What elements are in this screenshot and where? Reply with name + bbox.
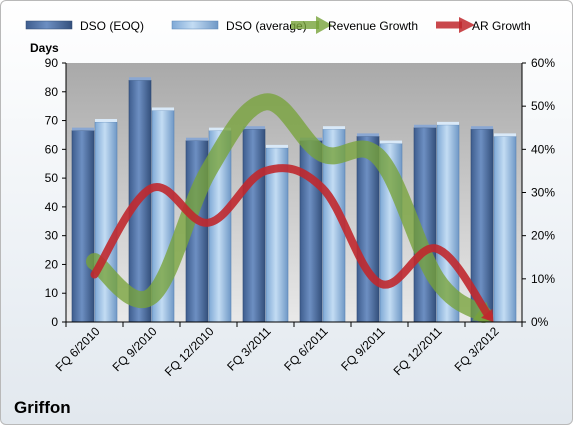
bar-top-dso-average-3 [266, 144, 288, 148]
bar-dso-eoq-4 [299, 140, 323, 323]
bar-top-dso-eoq-6 [414, 124, 436, 128]
x-tick-label-0: FQ 6/2010 [53, 324, 103, 374]
legend-label-revenue-growth: Revenue Growth [328, 19, 418, 33]
bar-top-dso-average-2 [209, 127, 231, 131]
y2-tick-label-6: 60% [531, 56, 555, 70]
legend-item-dso-average: DSO (average) [171, 19, 307, 33]
bar-top-dso-eoq-0 [72, 127, 94, 131]
y-tick-label-1: 10 [45, 286, 59, 300]
x-tick-label-4: FQ 6/2011 [281, 324, 331, 374]
bar-dso-eoq-3 [242, 128, 266, 323]
y-tick-label-8: 80 [45, 85, 59, 99]
y-tick-label-4: 40 [45, 200, 59, 214]
y-axis-title: Days [30, 41, 59, 55]
y2-tick-label-1: 10% [531, 272, 555, 286]
legend-label-dso-eoq: DSO (EOQ) [80, 19, 144, 33]
y2-tick-label-2: 20% [531, 229, 555, 243]
line-marks [86, 93, 494, 323]
bar-top-dso-average-5 [380, 140, 402, 144]
y-tick-label-6: 60 [45, 142, 59, 156]
y-tick-label-3: 30 [45, 229, 59, 243]
legend-label-ar-growth: AR Growth [472, 19, 531, 33]
bar-dso-eoq-0 [71, 130, 95, 323]
bar-top-dso-average-6 [437, 121, 459, 125]
x-tick-label-6: FQ 12/2011 [391, 324, 445, 378]
bar-top-dso-eoq-5 [357, 133, 379, 137]
x-tick-label-3: FQ 3/2011 [224, 324, 274, 374]
y2-tick-label-4: 40% [531, 142, 555, 156]
bar-dso-average-3 [265, 147, 289, 323]
y2-tick-label-5: 50% [531, 99, 555, 113]
y-tick-label-5: 50 [45, 171, 59, 185]
y-tick-label-0: 0 [51, 315, 58, 329]
bar-top-dso-eoq-7 [471, 126, 493, 130]
x-tick-label-7: FQ 3/2012 [452, 324, 502, 374]
bar-dso-average-7 [493, 136, 517, 323]
x-tick-label-2: FQ 12/2010 [162, 324, 217, 379]
bar-top-dso-eoq-1 [129, 77, 151, 81]
line-revenue-growth [86, 93, 492, 323]
legend: DSO (EOQ) DSO (average) Revenue Growth A… [25, 16, 531, 34]
legend-item-dso-eoq: DSO (EOQ) [25, 19, 144, 33]
x-tick-label-1: FQ 9/2010 [110, 324, 160, 374]
line-ar-growth [90, 164, 493, 320]
x-tick-label-5: FQ 9/2011 [338, 324, 388, 374]
y-tick-label-2: 20 [45, 257, 59, 271]
y2-tick-label-3: 30% [531, 186, 555, 200]
bar-top-dso-average-4 [323, 126, 345, 130]
y-tick-label-9: 90 [45, 56, 59, 70]
bar-top-dso-eoq-2 [186, 137, 208, 141]
company-name: Griffon [14, 398, 71, 417]
legend-item-ar-growth: AR Growth [436, 17, 531, 33]
y2-tick-label-0: 0% [531, 315, 549, 329]
bar-top-dso-average-1 [152, 107, 174, 111]
bar-top-dso-average-7 [494, 133, 516, 137]
bar-top-dso-average-0 [95, 118, 117, 122]
y-tick-label-7: 70 [45, 114, 59, 128]
arrowhead-ar-growth [481, 308, 494, 322]
bar-top-dso-eoq-3 [243, 126, 265, 130]
legend-label-dso-average: DSO (average) [226, 19, 307, 33]
legend-item-revenue-growth: Revenue Growth [291, 16, 418, 34]
